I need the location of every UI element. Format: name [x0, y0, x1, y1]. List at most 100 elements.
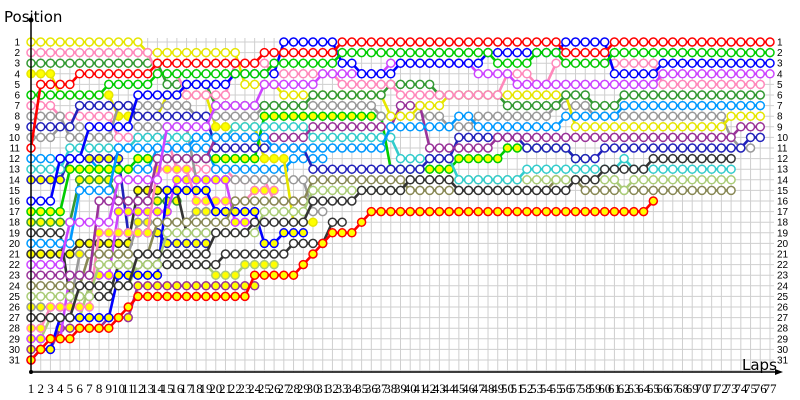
y-tick-label-right: 27 [777, 313, 789, 324]
series-9-lap-58-marker [580, 132, 590, 143]
series-10-lap-3-marker [45, 122, 56, 132]
series-3-lap-15-marker [162, 90, 172, 100]
series-12-lap-36-marker [366, 185, 377, 196]
series-3-lap-2-marker [35, 196, 46, 206]
series-23-lap-19-marker [201, 206, 211, 217]
series-3-lap-14-marker [152, 90, 163, 100]
series-2-lap-59-marker [590, 58, 600, 68]
series-3-lap-27-marker [279, 37, 289, 47]
series-18-lap-21-marker [220, 122, 231, 132]
series-29-lap-25-marker [259, 164, 270, 174]
series-10-lap-61-marker [609, 143, 620, 153]
series-4-lap-10-marker [113, 175, 124, 185]
series-11-lap-2-marker [35, 111, 46, 121]
series-3-lap-49-marker [492, 47, 503, 58]
series-8-lap-27-marker [279, 90, 289, 100]
x-tick-label: 25 [258, 381, 271, 396]
series-13-lap-55-marker [551, 164, 561, 174]
series-16-lap-20-marker [211, 291, 221, 302]
series-10-lap-39-marker [395, 164, 406, 174]
series-31-lap-9-marker [104, 111, 114, 121]
series-11-lap-58-marker [580, 100, 590, 111]
series-26-lap-30-marker [308, 238, 318, 249]
series-7-lap-34-marker [347, 143, 357, 153]
series-5-lap-40-marker [405, 90, 415, 100]
y-tick-label-left: 13 [9, 165, 21, 176]
series-10-lap-75-marker [745, 132, 756, 143]
series-2-lap-71-marker [706, 47, 717, 58]
series-6 [26, 58, 766, 111]
series-9-lap-45-marker [454, 143, 464, 153]
series-6-lap-75-marker [745, 90, 756, 100]
series-4-lap-72-marker [716, 69, 727, 79]
series-9-lap-75-marker [745, 122, 756, 132]
series-6-lap-65-marker [648, 90, 659, 100]
series-12-lap-67-marker [668, 153, 678, 164]
series-2-lap-74-marker [736, 47, 746, 58]
series-15-lap-26-marker [269, 196, 279, 206]
series-22-lap-11-marker [123, 312, 133, 323]
series-21-lap-19-marker [201, 175, 211, 185]
series-1-lap-71-marker [706, 37, 717, 47]
series-26-lap-21-marker [220, 249, 231, 259]
series-3-lap-9-marker [104, 122, 114, 132]
x-tick-label: 71 [705, 381, 718, 396]
y-tick-label-left: 22 [9, 260, 21, 271]
series-19-lap-9-marker [104, 312, 114, 323]
series-12-lap-17-marker [181, 249, 192, 259]
series-9-lap-76-marker [755, 122, 766, 132]
series-7-lap-36-marker [366, 143, 377, 153]
series-21-lap-14-marker [152, 206, 163, 217]
series-10-lap-23-marker [240, 143, 250, 153]
series-17-lap-21-marker [220, 153, 231, 164]
series-4-lap-24-marker [249, 100, 260, 111]
series-5-lap-39-marker [395, 90, 406, 100]
series-2-lap-9-marker [104, 79, 114, 90]
series-17-lap-29-marker [298, 111, 309, 121]
series-5-lap-49-marker [492, 90, 503, 100]
y-tick-label-right: 2 [777, 48, 783, 59]
series-17-lap-6-marker [74, 164, 85, 174]
series-2-lap-43-marker [434, 47, 445, 58]
series-1-lap-17-marker [181, 58, 192, 68]
series-17-lap-51-marker [512, 143, 522, 153]
series-16-lap-47-marker [473, 206, 484, 217]
series-24-lap-10-marker [113, 238, 124, 249]
series-11-lap-66-marker [658, 111, 668, 121]
series-5-lap-37-marker [376, 79, 386, 90]
series-9-lap-47-marker [473, 143, 484, 153]
series-29-lap-3-marker [45, 153, 56, 164]
series-1-lap-74-marker [736, 37, 746, 47]
series-11-lap-8-marker [94, 132, 104, 143]
series-7-lap-57-marker [570, 111, 581, 121]
series-13-lap-13-marker [142, 132, 153, 143]
series-15-lap-4-marker [55, 281, 65, 291]
series-10-lap-15-marker [162, 111, 172, 121]
series-12-lap-40-marker [405, 175, 415, 185]
series-6-lap-35-marker [356, 90, 367, 100]
series-3-lap-18-marker [191, 79, 202, 90]
series-12-lap-13-marker [142, 249, 153, 259]
series-5-lap-52-marker [522, 69, 532, 79]
series-22-lap-18-marker [191, 281, 202, 291]
x-tick-label: 51 [511, 381, 524, 396]
y-tick-label-right: 17 [777, 207, 789, 218]
series-14-lap-53-marker [531, 175, 542, 185]
x-tick-label: 40 [404, 381, 417, 396]
series-19-lap-17-marker [181, 185, 192, 196]
series-12-lap-59-marker [590, 175, 600, 185]
series-14-lap-63-marker [629, 175, 639, 185]
series-7-lap-8-marker [94, 185, 104, 196]
series-4-lap-3-marker [45, 259, 56, 270]
series-10-lap-67-marker [668, 143, 678, 153]
series-6-lap-52-marker [522, 100, 532, 111]
series-5-lap-68-marker [677, 79, 688, 90]
series-15-lap-73-marker [726, 185, 736, 196]
series-3-lap-44-marker [444, 58, 454, 68]
series-6-lap-41-marker [415, 79, 425, 90]
series-4-lap-8-marker [94, 217, 104, 227]
series-9-lap-13-marker [142, 196, 153, 206]
series-1-lap-43-marker [434, 37, 445, 47]
series-9-lap-36-marker [366, 122, 377, 132]
series-25-lap-2-marker [35, 217, 46, 227]
